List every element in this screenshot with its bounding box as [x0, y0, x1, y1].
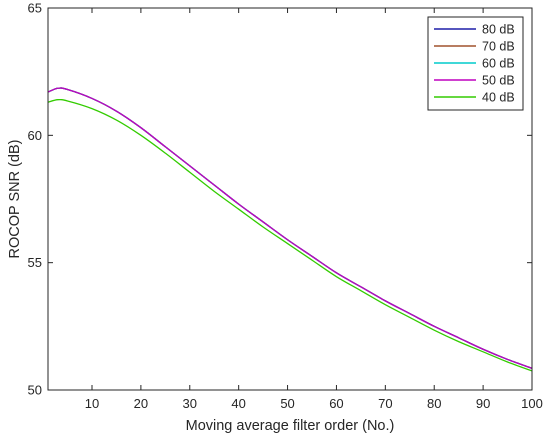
x-tick-label-9: 100 [521, 396, 543, 411]
x-tick-label-5: 60 [329, 396, 343, 411]
x-tick-label-0: 10 [85, 396, 99, 411]
y-tick-label-2: 60 [28, 128, 42, 143]
y-tick-label-0: 50 [28, 383, 42, 398]
legend-label-0: 80 dB [482, 23, 515, 37]
legend-label-2: 60 dB [482, 57, 515, 71]
x-tick-label-4: 50 [280, 396, 294, 411]
x-tick-label-3: 40 [231, 396, 245, 411]
plot-frame [47, 7, 533, 391]
y-tick-label-3: 65 [28, 1, 42, 16]
y-tick-label-1: 55 [28, 255, 42, 270]
x-tick-label-7: 80 [427, 396, 441, 411]
legend-label-3: 50 dB [482, 74, 515, 88]
x-tick-label-1: 20 [134, 396, 148, 411]
tick-layer: 10 20 30 40 50 60 70 80 90 100 50 55 60 65 [28, 1, 543, 412]
y-axis-label: ROCOP SNR (dB) [7, 140, 23, 259]
x-axis-label: Moving average filter order (No.) [186, 418, 395, 434]
legend: 80 dB 70 dB 60 dB 50 dB 40 dB [427, 16, 524, 111]
x-tick-label-6: 70 [378, 396, 392, 411]
series-line-3 [47, 87, 533, 369]
legend-label-4: 40 dB [482, 91, 515, 105]
x-tick-label-2: 30 [183, 396, 197, 411]
series-line-4 [47, 98, 533, 372]
legend-label-1: 70 dB [482, 40, 515, 54]
series-layer [47, 87, 533, 372]
x-tick-label-8: 90 [476, 396, 490, 411]
